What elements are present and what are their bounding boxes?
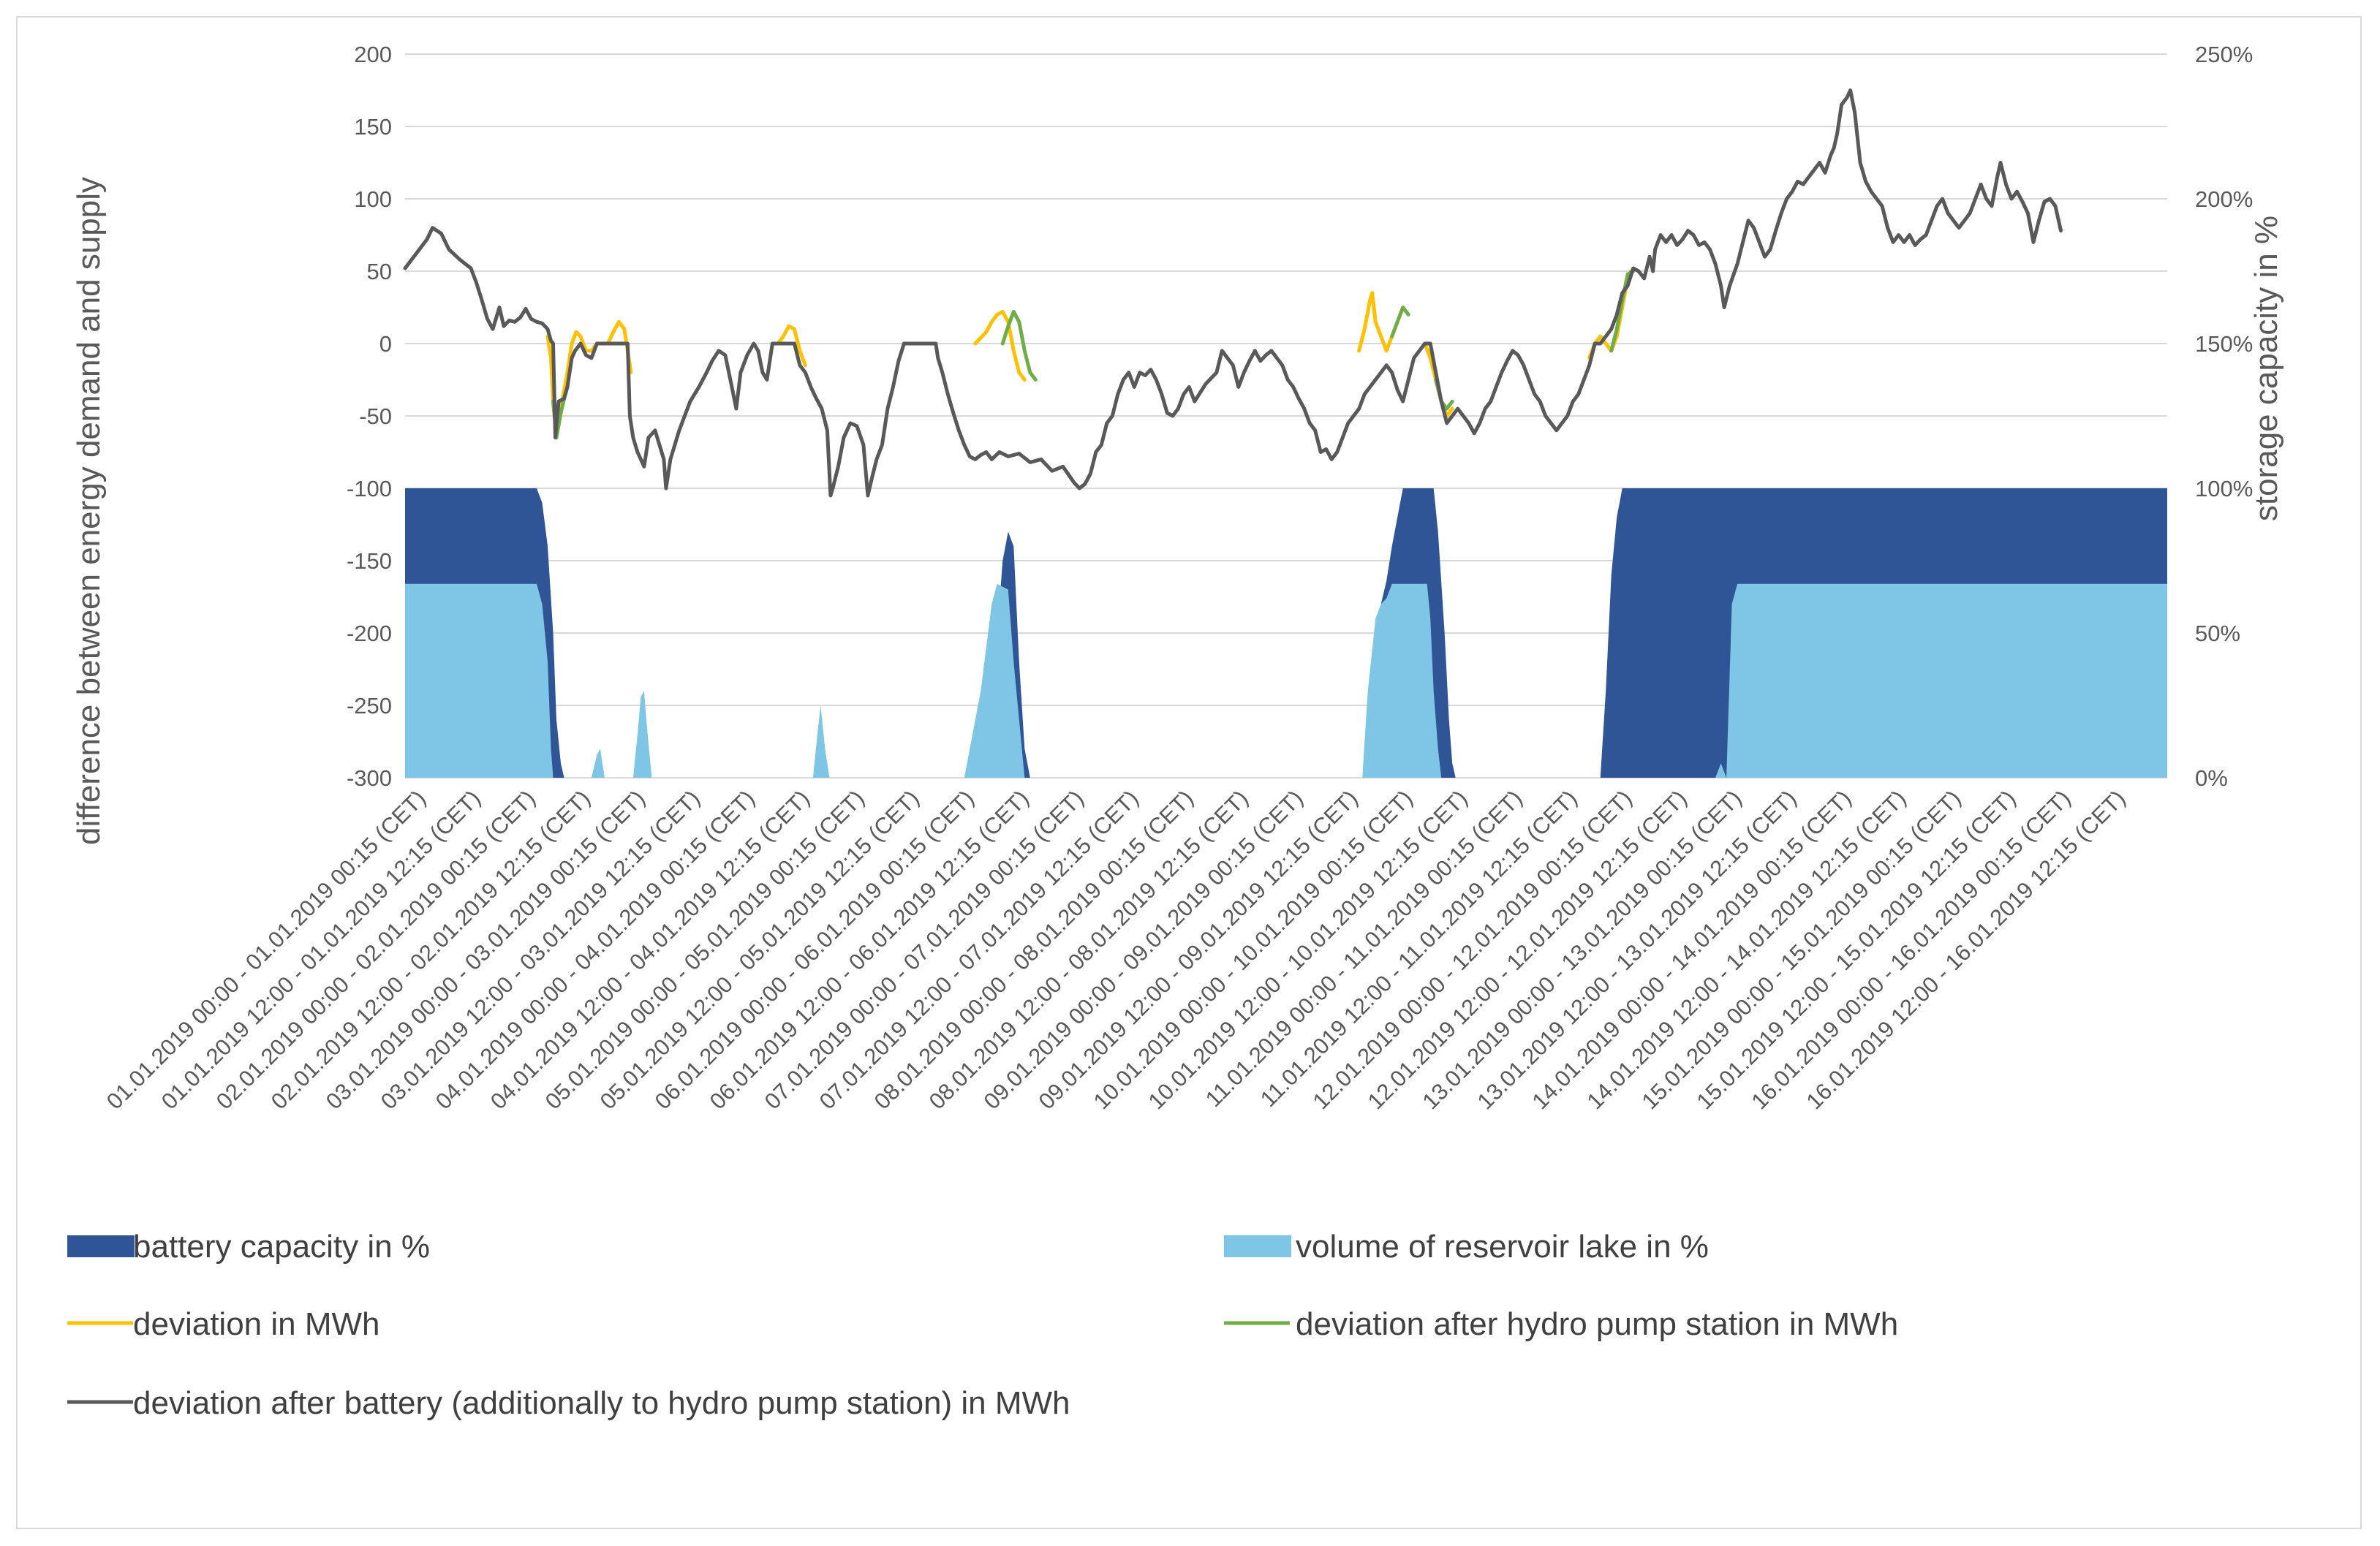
y-axis-right-title: storage capacity in % [2248,216,2284,521]
line-deviation-hydro [1000,309,1038,382]
line-deviation [1357,291,1394,353]
line-deviation-battery [403,88,2063,498]
y2-tick-label: 250% [2195,42,2253,67]
area-reservoir-volume [405,583,2167,778]
legend-label-battery-deviation: deviation after battery (additionally to… [133,1385,1070,1421]
y2-tick-label: 0% [2195,765,2228,791]
y2-tick-label: 50% [2195,621,2240,646]
y2-tick-label: 100% [2195,476,2253,501]
y-tick-label: 150 [354,114,392,140]
line-deviation-hydro [1390,306,1410,338]
chart-frame: 200 150 100 50 0 -50 -100 -150 -200 -250 -300 250%… [16,16,2362,1529]
line-layer [403,88,2063,498]
y-tick-label: -300 [347,765,392,791]
y-tick-label: -250 [347,693,392,719]
y-tick-label: 200 [354,42,392,67]
legend-item-hydro: deviation after hydro pump station in MW… [1224,1306,1898,1342]
legend-item-battery: battery capacity in % [67,1229,430,1265]
y-tick-label: 0 [379,331,392,357]
y-tick-label: 50 [367,259,392,284]
y-tick-label: 100 [354,186,392,212]
legend-item-reservoir: volume of reservoir lake in % [1224,1229,1709,1265]
legend-item-battery-deviation: deviation after battery (additionally to… [67,1385,1070,1421]
legend-swatch-battery [67,1235,135,1257]
chart-svg: 200 150 100 50 0 -50 -100 -150 -200 -250 -300 250%… [67,42,2284,1421]
legend: battery capacity in % volume of reservoi… [67,1229,1898,1421]
y-tick-label: -200 [347,621,392,646]
legend-label-battery: battery capacity in % [133,1229,430,1265]
line-deviation [973,309,1027,382]
legend-swatch-reservoir [1224,1235,1291,1257]
legend-label-hydro: deviation after hydro pump station in MW… [1296,1306,1898,1342]
y-tick-label: -50 [359,403,392,429]
legend-label-deviation: deviation in MWh [133,1306,379,1342]
area-battery-capacity [405,488,2167,778]
legend-item-deviation: deviation in MWh [67,1306,379,1342]
y-axis-right-ticks: 250% 200% 150% 100% 50% 0% [2195,42,2253,791]
area-layer [405,488,2167,778]
legend-label-reservoir: volume of reservoir lake in % [1296,1229,1709,1265]
y-axis-left-title: difference between energy demand and sup… [71,177,107,845]
y-tick-label: -100 [347,476,392,501]
y2-tick-label: 200% [2195,186,2253,212]
x-axis-ticks: 01.01.2019 00:00 - 01.01.2019 00:15 (CET… [102,785,2131,1114]
line-deviation [776,324,807,368]
y-axis-left-ticks: 200 150 100 50 0 -50 -100 -150 -200 -250 -300 [347,42,392,791]
y-tick-label: -150 [347,548,392,574]
y2-tick-label: 150% [2195,331,2253,357]
